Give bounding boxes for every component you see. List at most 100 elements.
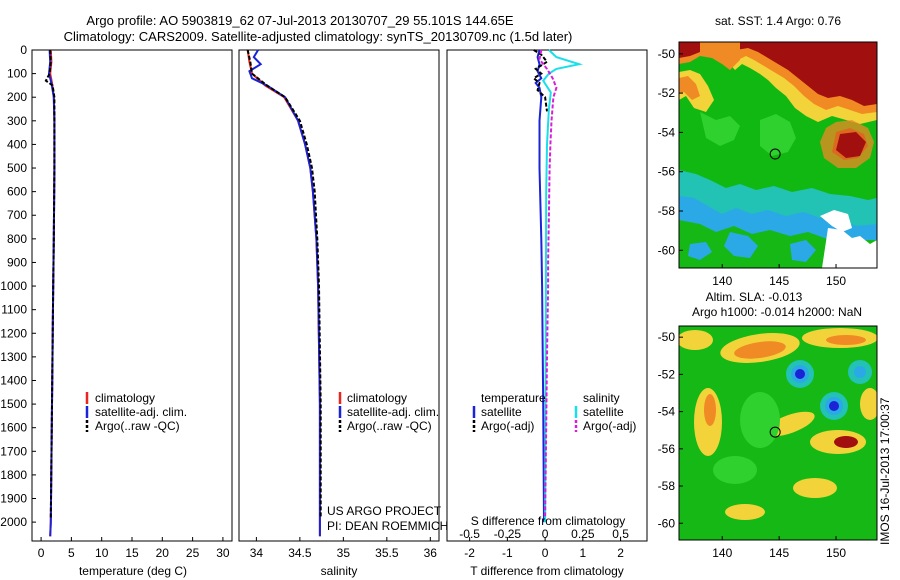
salinity-xtick-label: 34.5	[288, 546, 312, 560]
temperature-xtick-label: 10	[95, 546, 109, 560]
salinity-legend-climatology: climatology	[347, 391, 407, 405]
sla-map-title-line-1: Altim. SLA: -0.013	[706, 290, 803, 304]
sla-heatmap	[679, 326, 877, 540]
sla-map-frame	[678, 325, 878, 541]
temperature-ytick-label: 1200	[0, 326, 27, 340]
temperature-xtick-label: 25	[186, 546, 200, 560]
salinity-legend: climatology satellite-adj. clim. Argo(..…	[338, 391, 439, 433]
temperature-ytick-label: 0	[20, 43, 27, 57]
temperature-xtick-label: 15	[125, 546, 139, 560]
sst-map-panel: sat. SST: 1.4 Argo: 0.76 14	[658, 14, 878, 288]
temperature-ytick-label: 800	[7, 232, 27, 246]
temperature-xtick-label: 20	[156, 546, 170, 560]
sst-ytick-label: -50	[658, 47, 676, 61]
timestamp: IMOS 16-Jul-2013 17:00:37	[878, 397, 892, 545]
sla-argo-marker	[769, 426, 781, 438]
salinity-xtick-label: 34	[250, 546, 264, 560]
title-line-2: Climatology: CARS2009. Satellite-adjuste…	[64, 29, 573, 44]
difference-xtick-label: 0	[542, 546, 549, 560]
difference-series-t-argo-adj-	[532, 49, 549, 112]
sla-ytick-label: -58	[658, 479, 676, 493]
sst-xtick-label: 140	[712, 274, 732, 288]
salinity-xlabel: salinity	[321, 564, 358, 578]
legend-t-satellite: satellite	[481, 405, 522, 419]
difference-series-s-argo-adj-	[538, 49, 558, 518]
sst-argo-marker	[769, 148, 781, 160]
sla-ytick-label: -52	[658, 367, 676, 381]
difference-legend: temperature satellite Argo(-adj) salinit…	[472, 391, 636, 433]
sst-heatmap	[679, 42, 877, 268]
temperature-ytick-label: 500	[7, 161, 27, 175]
legend-salinity-title: salinity	[583, 391, 620, 405]
temperature-legend: climatology satellite-adj. clim. Argo(..…	[85, 391, 187, 433]
temperature-ytick-label: 1100	[1, 303, 27, 317]
temperature-ytick-label: 900	[7, 255, 27, 269]
sst-xtick-label: 150	[826, 274, 846, 288]
difference-series-s-satellite	[541, 49, 584, 523]
s-difference-tick-label: -0.25	[494, 527, 522, 541]
salinity-xtick-label: 36	[424, 546, 438, 560]
difference-xtick-label: 1	[580, 546, 587, 560]
sla-xtick-label: 145	[769, 546, 789, 560]
title-line-1: Argo profile: AO 5903819_62 07-Jul-2013 …	[86, 13, 514, 28]
temperature-ytick-label: 1600	[0, 421, 27, 435]
salinity-panel: 34 34.5 35 35.5 36 salinity climatology sate…	[238, 49, 448, 578]
temperature-ytick-label: 400	[7, 137, 27, 151]
sla-ytick-label: -54	[658, 405, 676, 419]
salinity-series-climatology	[246, 49, 321, 537]
salinity-axes-frame	[238, 49, 440, 542]
difference-xlabel: T difference from climatology	[470, 564, 624, 578]
difference-xtick-label: -1	[502, 546, 513, 560]
sst-ytick-label: -58	[658, 204, 676, 218]
temperature-ytick-label: 1800	[0, 468, 27, 482]
temperature-ytick-label: 300	[7, 114, 27, 128]
sst-ytick-label: -52	[658, 86, 676, 100]
temperature-xtick-label: 0	[38, 546, 45, 560]
legend-s-argo: Argo(-adj)	[583, 419, 636, 433]
temperature-series-argo-raw-qc-	[44, 49, 56, 518]
temperature-xtick-label: 30	[216, 546, 230, 560]
temperature-ytick-label: 200	[7, 90, 27, 104]
pi-project: US ARGO PROJECT	[327, 504, 442, 518]
temperature-xtick-label: 5	[68, 546, 75, 560]
salinity-xtick-label: 35.5	[375, 546, 399, 560]
temperature-ytick-label: 1300	[0, 350, 27, 364]
salinity-xtick-label: 35	[337, 546, 351, 560]
sst-ytick-label: -56	[658, 165, 676, 179]
sla-ytick-label: -50	[658, 330, 676, 344]
salinity-legend-satellite: satellite-adj. clim.	[347, 405, 439, 419]
sla-map-title-line-2: Argo h1000: -0.014 h2000: NaN	[692, 305, 862, 319]
temperature-ytick-label: 100	[7, 67, 27, 81]
sst-ytick-label: -60	[658, 243, 676, 257]
temperature-axes-frame	[31, 49, 233, 542]
temperature-legend-climatology: climatology	[95, 391, 155, 405]
sla-ytick-label: -56	[658, 442, 676, 456]
salinity-legend-argo: Argo(..raw -QC)	[347, 419, 432, 433]
sla-xtick-label: 150	[826, 546, 846, 560]
temperature-ytick-label: 1000	[0, 279, 27, 293]
salinity-series-satellite-adj-clim-	[248, 49, 321, 537]
temperature-ytick-label: 600	[7, 185, 27, 199]
temperature-xlabel: temperature (deg C)	[79, 564, 187, 578]
s-difference-label: S difference from climatology	[471, 514, 626, 528]
temperature-legend-argo: Argo(..raw -QC)	[95, 419, 180, 433]
sla-ytick-label: -60	[658, 516, 676, 530]
sla-xtick-label: 140	[712, 546, 732, 560]
difference-xtick-label: -2	[464, 546, 475, 560]
legend-s-satellite: satellite	[583, 405, 624, 419]
temperature-ytick-label: 1700	[0, 444, 27, 458]
legend-t-argo: Argo(-adj)	[481, 419, 534, 433]
difference-series-t-satellite	[534, 49, 545, 523]
sst-ytick-label: -54	[658, 125, 676, 139]
legend-temperature-title: temperature	[481, 391, 546, 405]
difference-axes-frame	[446, 49, 648, 542]
sst-map-title: sat. SST: 1.4 Argo: 0.76	[715, 14, 841, 28]
sst-map-frame	[678, 41, 878, 269]
temperature-legend-satellite: satellite-adj. clim.	[95, 405, 187, 419]
s-difference-tick-label: -0.5	[459, 527, 480, 541]
temperature-ytick-label: 2000	[0, 515, 27, 529]
s-difference-tick-label: 0.25	[571, 527, 595, 541]
sst-xtick-label: 145	[769, 274, 789, 288]
sla-map-panel: Altim. SLA: -0.013 Argo h1000: -0.014 h2…	[658, 290, 878, 560]
